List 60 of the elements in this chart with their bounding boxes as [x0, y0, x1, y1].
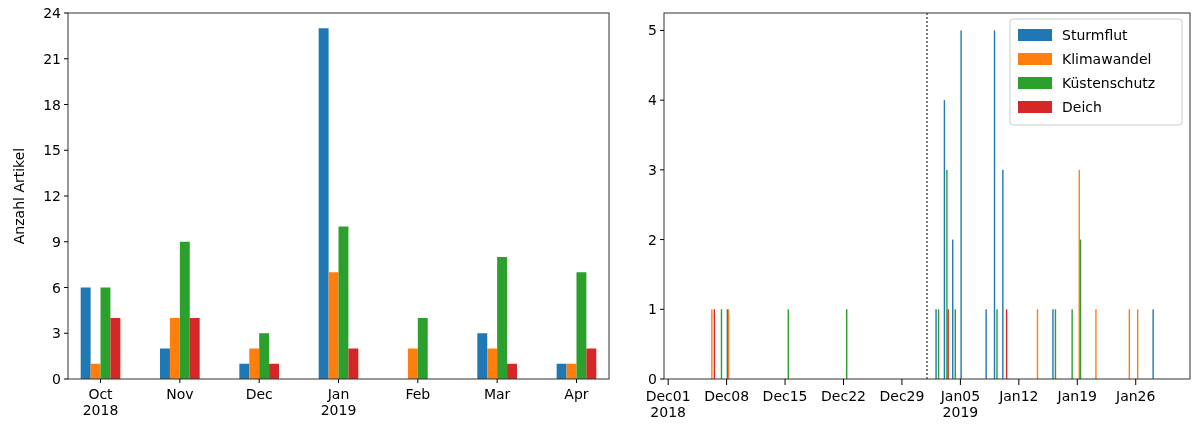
x-tick-label: Oct 2018	[82, 386, 119, 418]
bar	[507, 363, 517, 379]
y-tick-label: 18	[43, 96, 61, 113]
bar	[477, 333, 488, 379]
bar	[239, 363, 250, 379]
x-tick-label: Jan12	[998, 388, 1039, 404]
y-tick-label: 5	[648, 22, 657, 39]
x-tick-label: Jan 2019	[320, 386, 357, 418]
bar	[576, 272, 587, 379]
bar	[417, 318, 428, 379]
bar	[586, 348, 597, 379]
x-tick-label: Dec29	[879, 388, 925, 404]
bar	[110, 318, 121, 379]
y-tick-label: 2	[648, 231, 657, 248]
bar	[179, 241, 190, 379]
bar	[269, 363, 280, 379]
bar	[407, 348, 418, 379]
y-tick-label: 0	[648, 371, 657, 387]
x-tick-label: Dec08	[704, 388, 750, 404]
bar	[160, 348, 170, 379]
y-axis-title: Anzahl Artikel	[11, 147, 27, 245]
bar	[328, 272, 339, 379]
y-tick-label: 9	[52, 233, 61, 250]
legend-label: Deich	[1062, 99, 1102, 115]
y-tick-label: 24	[43, 5, 62, 21]
x-tick-label: Jan19	[1056, 388, 1097, 404]
y-tick-label: 4	[648, 92, 658, 109]
bar	[189, 318, 200, 379]
bar	[249, 348, 260, 379]
x-tick-label: Feb	[405, 386, 431, 402]
y-tick-label: 0	[52, 371, 61, 387]
bar	[487, 348, 498, 379]
bar	[556, 363, 567, 379]
y-tick-label: 6	[52, 279, 62, 296]
legend-label: Sturmflut	[1062, 27, 1129, 43]
x-tick-label: Dec01 2018	[645, 388, 691, 420]
y-tick-label: 1	[648, 301, 657, 318]
bar	[80, 287, 91, 379]
x-tick-label: Mar	[483, 386, 511, 402]
bar	[497, 257, 508, 379]
x-tick-label: Dec22	[821, 388, 866, 404]
bar	[318, 28, 329, 379]
y-tick-label: 3	[52, 325, 61, 342]
legend-label: Klimawandel	[1062, 51, 1152, 67]
bar	[90, 363, 101, 379]
y-tick-label: 12	[43, 188, 61, 204]
bar	[338, 226, 349, 379]
y-tick-label: 21	[43, 50, 61, 67]
y-tick-label: 3	[648, 161, 657, 178]
y-tick-label: 15	[43, 142, 61, 159]
bar	[169, 318, 180, 379]
x-tick-label: Apr	[564, 386, 589, 402]
bar	[348, 348, 359, 379]
bar	[259, 333, 270, 379]
x-tick-label: Jan26	[1115, 388, 1156, 404]
x-tick-label: Jan05 2019	[939, 388, 981, 420]
legend-label: Küstenschutz	[1062, 75, 1156, 91]
x-tick-label: Nov	[166, 386, 194, 402]
x-tick-label: Dec15	[762, 388, 808, 404]
x-tick-label: Dec	[245, 386, 273, 402]
